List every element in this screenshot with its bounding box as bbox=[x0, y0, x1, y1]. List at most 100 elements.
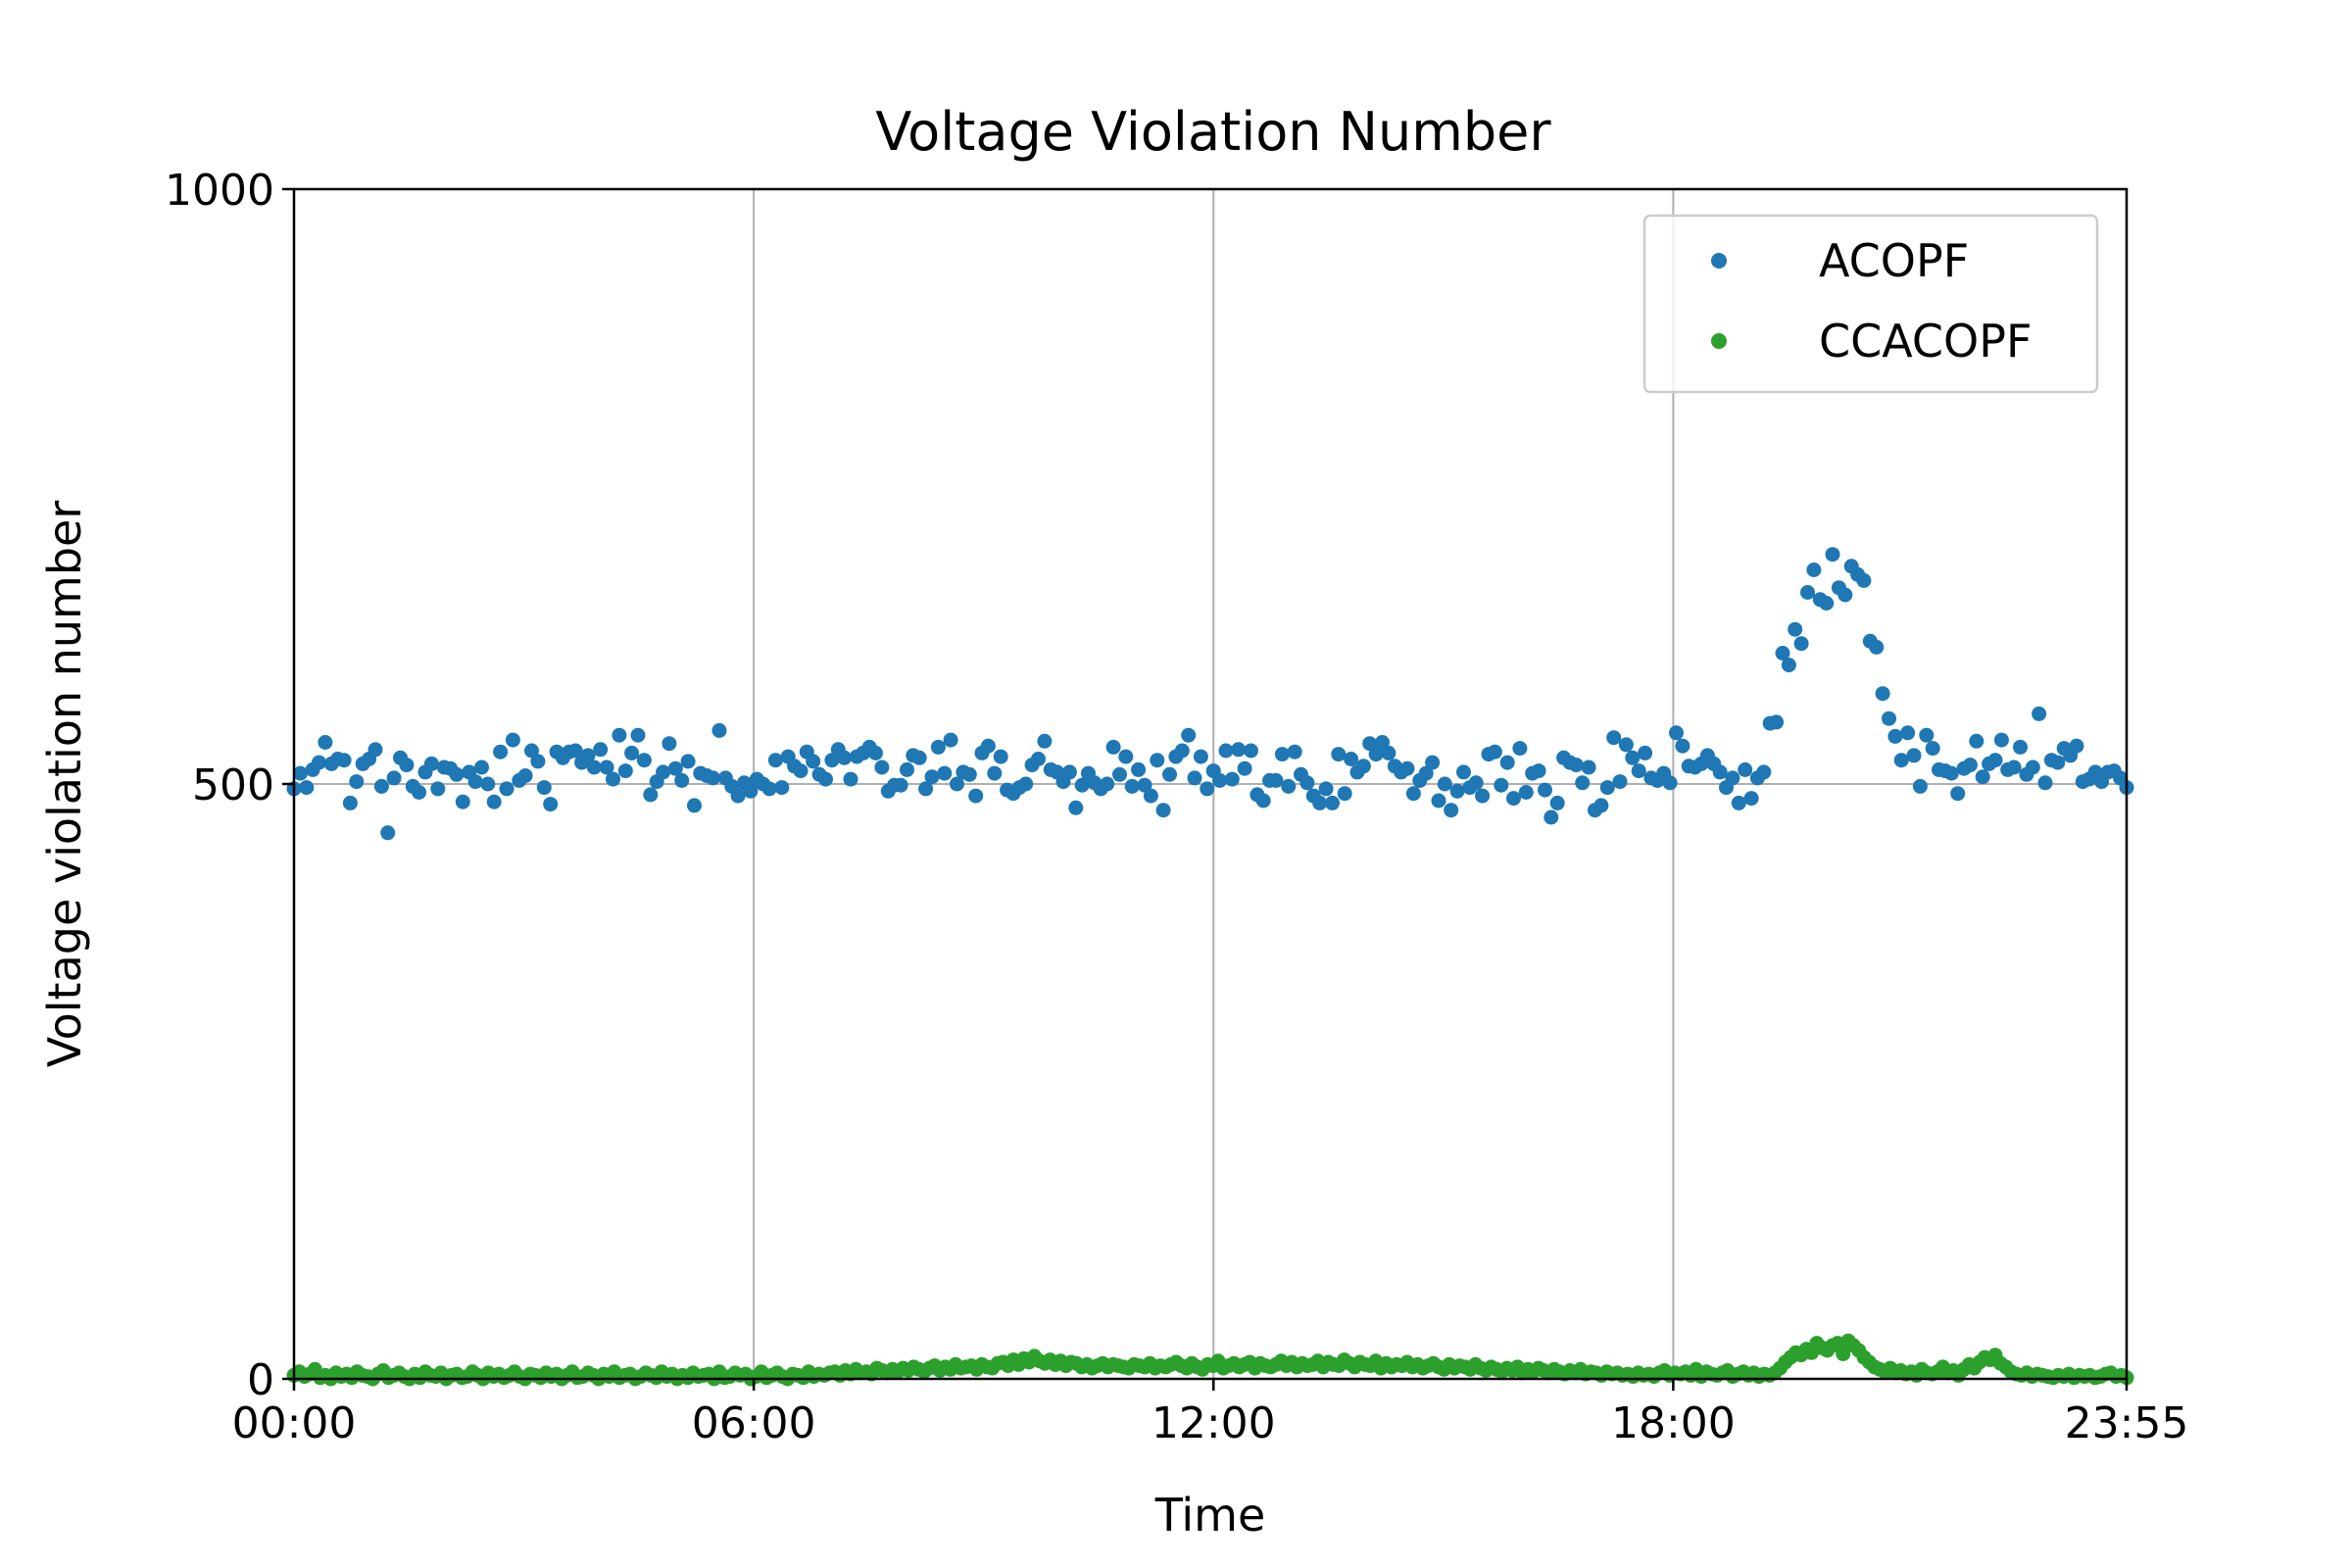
data-point-acopf bbox=[2037, 775, 2053, 791]
data-point-acopf bbox=[1444, 803, 1459, 818]
data-point-acopf bbox=[743, 783, 759, 799]
data-point-acopf bbox=[1118, 749, 1134, 764]
data-point-acopf bbox=[1355, 759, 1371, 774]
x-axis-label: Time bbox=[1154, 1489, 1266, 1542]
x-tick-label: 23:55 bbox=[2065, 1398, 2189, 1448]
data-point-acopf bbox=[342, 795, 358, 810]
data-point-acopf bbox=[774, 780, 790, 796]
data-point-acopf bbox=[1781, 658, 1796, 673]
data-point-acopf bbox=[1962, 758, 1978, 773]
data-point-acopf bbox=[900, 761, 914, 777]
data-point-acopf bbox=[1606, 730, 1622, 746]
data-point-acopf bbox=[930, 739, 946, 755]
data-point-acopf bbox=[1218, 743, 1234, 759]
data-point-acopf bbox=[1487, 744, 1502, 760]
legend-label-acopf: ACOPF bbox=[1819, 234, 1969, 287]
data-point-acopf bbox=[1769, 714, 1785, 730]
data-point-acopf bbox=[1061, 764, 1077, 780]
data-point-acopf bbox=[918, 781, 934, 797]
data-point-acopf bbox=[1743, 791, 1759, 807]
data-point-acopf bbox=[312, 755, 326, 770]
data-point-acopf bbox=[1112, 766, 1127, 782]
data-point-acopf bbox=[674, 772, 690, 788]
data-point-acopf bbox=[1738, 761, 1753, 777]
data-point-acopf bbox=[818, 771, 833, 787]
data-point-acopf bbox=[517, 768, 533, 783]
data-point-acopf bbox=[667, 760, 683, 776]
legend-marker-acopf bbox=[1711, 253, 1727, 269]
data-point-acopf bbox=[1131, 761, 1147, 777]
data-point-acopf bbox=[1893, 753, 1909, 768]
data-point-acopf bbox=[1331, 747, 1347, 762]
data-point-acopf bbox=[2013, 739, 2028, 755]
data-point-acopf bbox=[1788, 621, 1803, 637]
x-tick-label: 00:00 bbox=[232, 1398, 357, 1448]
data-point-acopf bbox=[349, 774, 365, 790]
data-point-acopf bbox=[924, 769, 940, 785]
data-point-acopf bbox=[1281, 778, 1297, 794]
data-point-acopf bbox=[687, 798, 702, 813]
series-layer bbox=[286, 547, 2134, 1387]
data-point-acopf bbox=[1987, 753, 2003, 768]
data-point-acopf bbox=[843, 771, 858, 787]
data-point-acopf bbox=[486, 794, 502, 809]
data-point-acopf bbox=[2069, 738, 2084, 754]
data-point-acopf bbox=[706, 770, 721, 786]
data-point-acopf bbox=[480, 776, 496, 792]
data-point-acopf bbox=[1224, 771, 1240, 787]
x-tick-label: 18:00 bbox=[1611, 1398, 1736, 1448]
legend-marker-ccacopf bbox=[1711, 333, 1727, 349]
data-point-acopf bbox=[399, 758, 415, 773]
data-point-acopf bbox=[1150, 753, 1165, 768]
data-point-acopf bbox=[1375, 735, 1390, 750]
data-point-acopf bbox=[1312, 795, 1328, 810]
data-point-acopf bbox=[567, 743, 583, 759]
data-point-acopf bbox=[1838, 587, 1853, 603]
data-point-acopf bbox=[505, 732, 520, 748]
data-point-acopf bbox=[586, 760, 602, 775]
data-point-acopf bbox=[837, 750, 853, 765]
y-tick-label: 1000 bbox=[165, 166, 274, 216]
data-point-acopf bbox=[1174, 743, 1190, 759]
data-point-acopf bbox=[824, 753, 840, 768]
data-point-acopf bbox=[1593, 798, 1609, 813]
data-point-acopf bbox=[1599, 780, 1615, 796]
data-point-acopf bbox=[423, 756, 439, 771]
data-point-acopf bbox=[1612, 774, 1628, 790]
data-point-acopf bbox=[1869, 639, 1885, 655]
x-tick-label: 06:00 bbox=[692, 1398, 816, 1448]
data-point-acopf bbox=[1181, 727, 1197, 743]
data-point-acopf bbox=[467, 774, 483, 790]
data-point-acopf bbox=[530, 754, 546, 769]
data-point-acopf bbox=[1712, 764, 1728, 780]
data-point-acopf bbox=[711, 722, 727, 738]
data-point-acopf bbox=[1494, 777, 1509, 793]
data-point-acopf bbox=[1669, 725, 1684, 741]
data-point-acopf bbox=[373, 778, 389, 794]
data-point-acopf bbox=[1625, 750, 1641, 765]
data-point-acopf bbox=[993, 749, 1008, 764]
data-point-acopf bbox=[643, 787, 659, 803]
data-point-acopf bbox=[1231, 742, 1247, 758]
data-point-acopf bbox=[1950, 786, 1966, 802]
data-point-acopf bbox=[1499, 755, 1515, 770]
data-point-acopf bbox=[336, 753, 352, 768]
series-acopf bbox=[286, 547, 2134, 841]
data-point-acopf bbox=[1068, 800, 1084, 815]
data-point-acopf bbox=[630, 727, 646, 743]
data-point-acopf bbox=[1287, 744, 1302, 760]
data-point-acopf bbox=[1437, 776, 1452, 792]
data-point-acopf bbox=[1037, 733, 1053, 749]
data-point-acopf bbox=[1756, 764, 1772, 780]
data-point-acopf bbox=[1549, 795, 1565, 810]
data-point-acopf bbox=[1155, 803, 1171, 818]
data-point-acopf bbox=[1887, 728, 1903, 744]
data-point-acopf bbox=[961, 766, 977, 782]
data-point-acopf bbox=[1244, 743, 1258, 759]
data-point-acopf bbox=[1806, 563, 1822, 577]
data-point-acopf bbox=[1531, 763, 1546, 779]
data-point-acopf bbox=[1793, 636, 1809, 652]
data-point-acopf bbox=[662, 736, 677, 752]
data-point-acopf bbox=[412, 785, 427, 800]
